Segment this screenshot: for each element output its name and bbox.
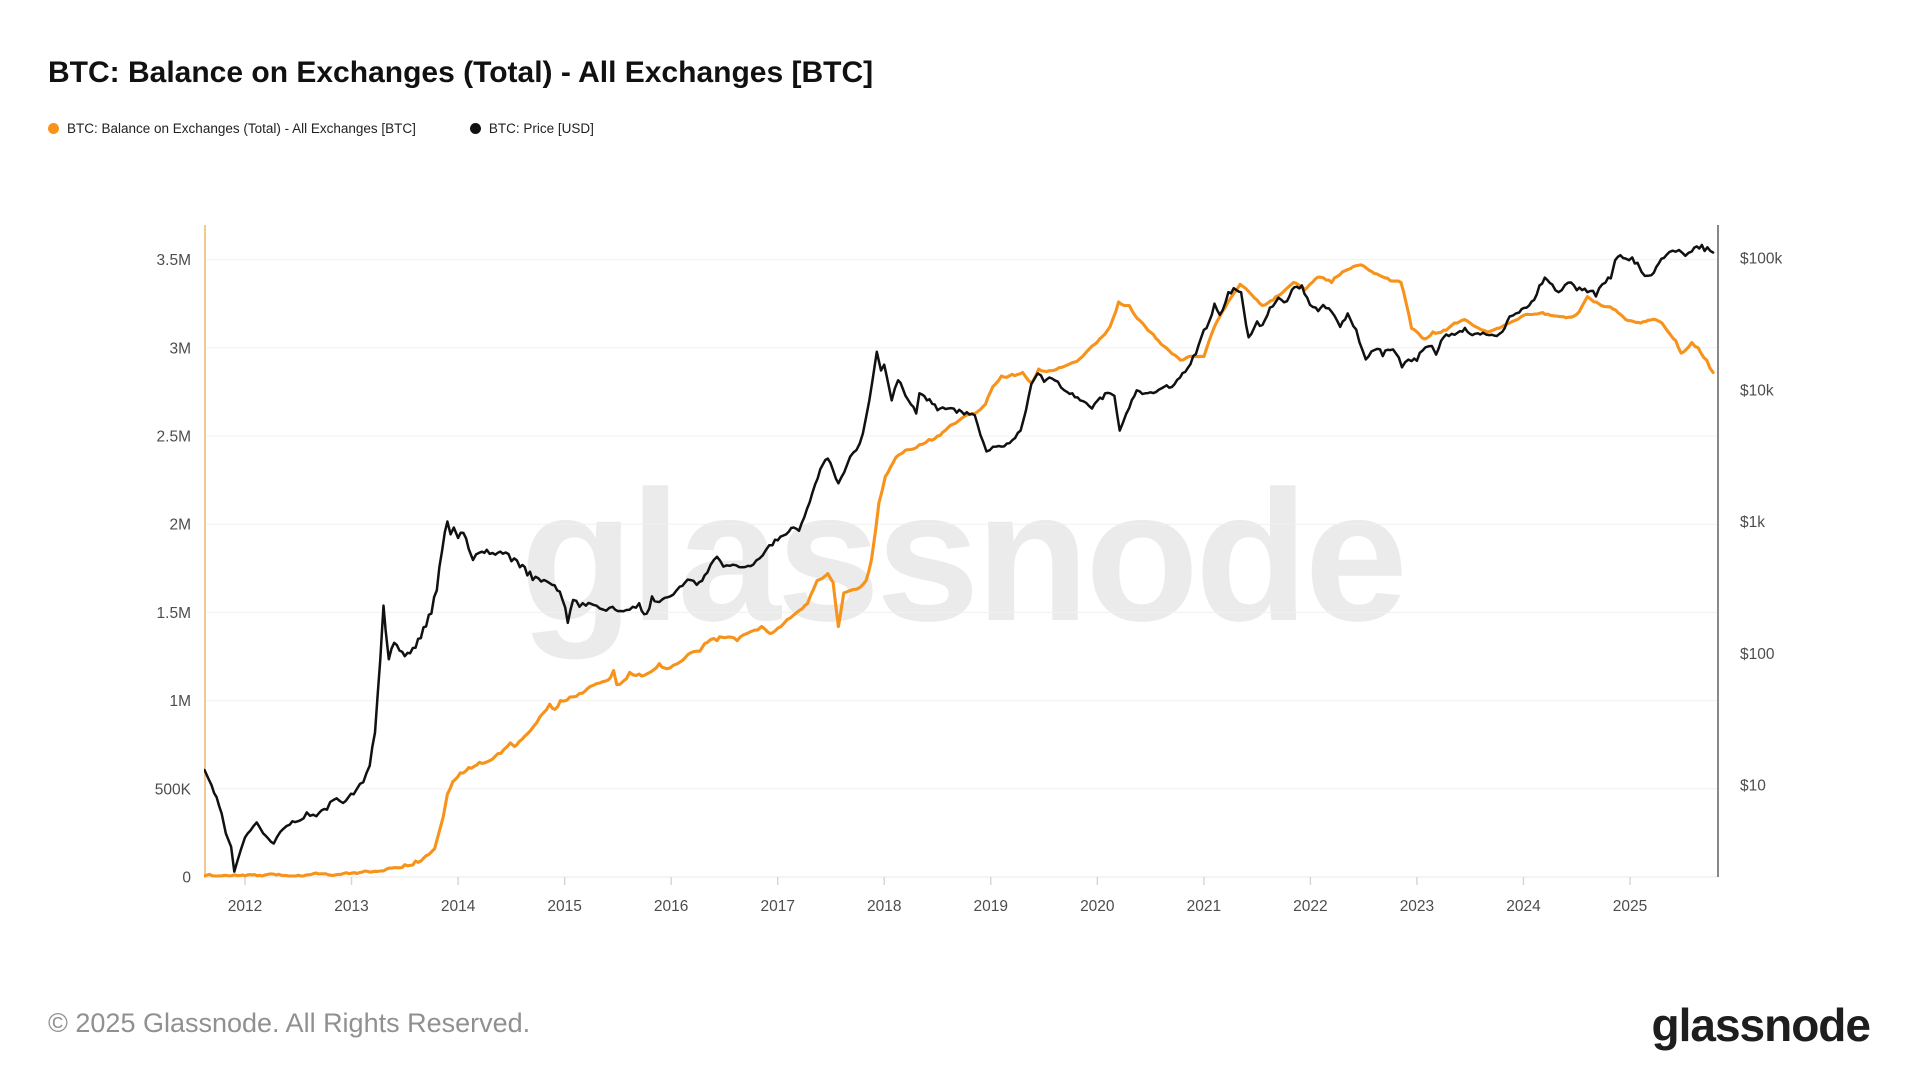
- balance-series-line: [204, 263, 1715, 878]
- glassnode-watermark: glassnode: [520, 453, 1404, 660]
- x-tick-label: 2019: [974, 898, 1008, 915]
- right-tick-label: $1k: [1740, 514, 1765, 531]
- chart-legend: BTC: Balance on Exchanges (Total) - All …: [48, 121, 594, 136]
- x-tick-label: 2023: [1400, 898, 1434, 915]
- price-series-dot-icon: [469, 123, 481, 134]
- gridlines: [205, 259, 1718, 790]
- x-tick-label: 2014: [441, 898, 476, 915]
- copyright-text: © 2025 Glassnode. All Rights Reserved.: [48, 1008, 531, 1038]
- axis-labels: 2012 2013 2014 2015 2016 2017 2018 2019 2020 2021…: [155, 251, 1783, 916]
- left-tick-label: 2.5M: [157, 429, 191, 446]
- series-layer: [204, 243, 1715, 878]
- page-title: BTC: Balance on Exchanges (Total) - All …: [48, 56, 874, 90]
- price-series-line: [204, 243, 1715, 873]
- left-tick-label: 0: [182, 870, 191, 887]
- x-tick-label: 2021: [1187, 898, 1221, 915]
- legend-label-price: BTC: Price [USD]: [488, 121, 594, 136]
- x-tick-label: 2024: [1506, 898, 1541, 915]
- x-tick-label: 2020: [1080, 898, 1115, 915]
- left-tick-label: 3M: [169, 340, 191, 357]
- left-tick-label: 500K: [155, 781, 192, 798]
- left-tick-label: 1M: [169, 693, 191, 710]
- balance-series-dot-icon: [48, 123, 59, 134]
- axes: [204, 225, 1719, 885]
- left-tick-label: 2M: [169, 517, 191, 534]
- x-tick-label: 2012: [228, 898, 262, 915]
- right-tick-label: $10k: [1740, 382, 1774, 399]
- legend-label-balance: BTC: Balance on Exchanges (Total) - All …: [67, 121, 416, 136]
- x-tick-label: 2018: [867, 898, 901, 915]
- glassnode-logo[interactable]: glassnode: [1651, 999, 1871, 1051]
- x-tick-label: 2022: [1293, 898, 1327, 915]
- left-tick-label: 1.5M: [157, 605, 191, 622]
- right-tick-label: $100k: [1740, 251, 1782, 268]
- legend-item-price[interactable]: BTC: Price [USD]: [469, 121, 594, 136]
- right-tick-label: $100: [1740, 646, 1775, 663]
- x-tick-label: 2017: [760, 898, 794, 915]
- left-tick-label: 3.5M: [157, 252, 191, 269]
- right-tick-label: $10: [1740, 778, 1766, 795]
- x-tick-label: 2015: [547, 898, 581, 915]
- x-tick-label: 2013: [334, 898, 368, 915]
- legend-item-balance[interactable]: BTC: Balance on Exchanges (Total) - All …: [48, 121, 416, 136]
- x-tick-label: 2016: [654, 898, 688, 915]
- x-tick-label: 2025: [1613, 898, 1647, 915]
